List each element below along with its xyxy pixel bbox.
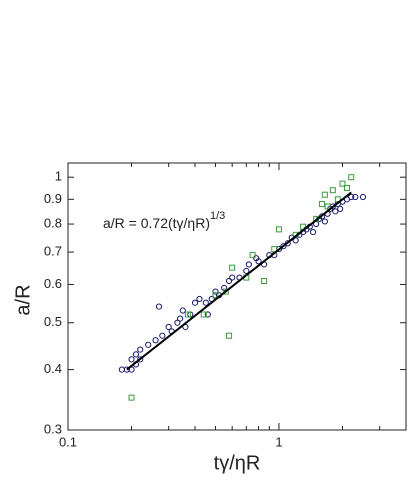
square-point	[348, 174, 355, 181]
square-point	[321, 191, 328, 198]
circle-point	[352, 193, 359, 201]
y-tick-label: 0.9	[44, 191, 62, 206]
square-point	[275, 226, 282, 233]
circle-point	[229, 274, 236, 281]
circle-point	[159, 332, 166, 339]
square-point	[343, 184, 350, 191]
circle-point	[245, 261, 252, 268]
circle-point	[337, 205, 344, 212]
circle-point	[332, 208, 339, 215]
y-tick-label: 0.3	[44, 421, 62, 436]
y-tick-label: 0.8	[44, 215, 62, 230]
circle-point	[255, 258, 262, 265]
circle-point	[284, 240, 291, 247]
plot-frame	[67, 162, 407, 431]
circle-point	[132, 351, 140, 358]
circle-point	[152, 337, 159, 344]
circle-point	[118, 366, 125, 373]
square-point	[261, 277, 268, 284]
square-point	[229, 264, 236, 271]
square-point	[128, 394, 135, 401]
circle-point	[155, 303, 163, 310]
square-point	[319, 201, 326, 208]
square-point	[222, 288, 229, 295]
square-point	[226, 332, 233, 339]
circle-point	[137, 356, 144, 363]
square-point	[324, 203, 331, 210]
square-point	[300, 223, 307, 230]
annotation-text: a/R = 0.72(tγ/ηR)	[103, 215, 210, 231]
circle-point	[196, 295, 203, 303]
annotation: a/R = 0.72(tγ/ηR)1/3	[103, 210, 225, 231]
square-point	[200, 311, 207, 318]
y-tick-label: 0.7	[44, 244, 62, 259]
circle-point	[359, 193, 367, 201]
circle-point	[348, 193, 355, 201]
circle-point	[212, 288, 219, 295]
circle-point	[128, 356, 135, 363]
y-tick-label: 1	[55, 169, 62, 184]
circle-point	[165, 323, 172, 331]
circle-point	[174, 319, 181, 326]
square-point	[271, 246, 278, 253]
circle-point	[204, 311, 211, 318]
x-axis-label: tγ/ηR	[214, 452, 261, 474]
circle-point	[280, 243, 287, 250]
circle-point	[243, 267, 250, 275]
square-point	[184, 311, 191, 318]
circle-point	[202, 299, 209, 306]
annotation-superscript: 1/3	[210, 210, 225, 222]
circle-point	[321, 218, 328, 225]
x-tick-label: 0.1	[59, 434, 77, 449]
circle-point	[225, 277, 233, 285]
circle-point	[123, 366, 130, 373]
y-tick-label: 0.5	[44, 314, 62, 329]
fit-line	[126, 191, 352, 371]
circle-point	[145, 341, 152, 348]
circle-point	[137, 346, 144, 353]
y-axis-label: a/R	[12, 284, 34, 315]
circle-point	[177, 315, 184, 322]
circle-point	[191, 299, 199, 306]
square-point	[339, 180, 346, 187]
square-point	[249, 252, 256, 259]
x-tick-label: 1	[275, 434, 282, 449]
y-tick-label: 0.4	[44, 361, 62, 376]
circle-point	[221, 284, 228, 292]
y-tick-label: 0.6	[44, 276, 62, 291]
circle-point	[309, 228, 317, 236]
square-point	[329, 187, 336, 194]
circle-point	[179, 307, 186, 314]
square-point	[212, 292, 219, 299]
